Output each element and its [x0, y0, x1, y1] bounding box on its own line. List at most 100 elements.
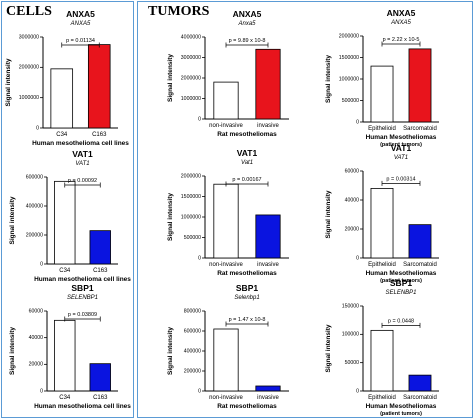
- x-axis-sublabel: (patient tumors): [380, 142, 422, 148]
- bar: [370, 329, 394, 392]
- y-tick-label: 0: [36, 125, 39, 131]
- bar: [213, 81, 239, 120]
- x-axis-sublabel: (patient tumors): [380, 411, 422, 417]
- y-axis-label: Signal intensity: [167, 54, 174, 102]
- chart-title: SBP1: [71, 283, 93, 293]
- tumors-panel-frame: [137, 1, 473, 418]
- chart-title: SBP1: [390, 278, 412, 288]
- y-tick-label: 60000: [29, 308, 44, 314]
- x-tick-label: non-invasive: [209, 395, 243, 401]
- y-tick-label: 40000: [345, 197, 360, 203]
- x-tick-label: C34: [56, 132, 68, 138]
- y-axis-label: Signal intensity: [9, 327, 16, 375]
- y-tick-label: 2000000: [181, 75, 201, 81]
- y-tick-label: 0: [198, 255, 201, 261]
- x-axis-label: Human Mesotheliomas: [366, 270, 437, 277]
- y-tick-label: 40000: [29, 335, 44, 341]
- bar: [408, 224, 432, 259]
- p-value-label: p = 0.00092: [68, 178, 97, 184]
- y-axis-label: Signal intensity: [5, 58, 12, 106]
- chart-title: VAT1: [237, 148, 258, 158]
- y-axis-label: Signal intensity: [325, 190, 332, 238]
- y-tick-label: 2000000: [19, 65, 39, 71]
- chart-subtitle: SELENBP1: [67, 295, 98, 301]
- x-axis-label: Human Mesotheliomas: [366, 134, 437, 141]
- x-axis-sublabel: (patient tumors): [380, 278, 422, 284]
- bar: [255, 48, 281, 120]
- bar: [255, 214, 281, 259]
- chart-subtitle: VAT1: [394, 155, 408, 161]
- x-tick-label: C163: [93, 268, 108, 274]
- bar: [87, 44, 111, 129]
- y-tick-label: 1500000: [339, 55, 359, 61]
- y-tick-label: 0: [198, 116, 201, 122]
- y-tick-label: 4000000: [181, 34, 201, 40]
- bar: [255, 385, 281, 392]
- cells-section-heading: CELLS: [6, 4, 52, 19]
- bar: [54, 180, 76, 265]
- x-tick-label: C34: [59, 268, 71, 274]
- bar: [89, 230, 111, 265]
- y-tick-label: 1500000: [181, 194, 201, 200]
- p-value-label: p = 0.01134: [66, 38, 95, 44]
- bar: [213, 328, 239, 392]
- y-tick-label: 3000000: [181, 55, 201, 61]
- x-tick-label: Epithelioid: [368, 126, 396, 132]
- y-tick-label: 1000000: [181, 96, 201, 102]
- bar: [408, 374, 432, 392]
- bar: [370, 65, 394, 123]
- bar: [213, 183, 239, 259]
- y-tick-label: 200000: [26, 232, 43, 238]
- y-tick-label: 1000000: [181, 214, 201, 220]
- bar: [408, 48, 432, 123]
- chart-subtitle: ANXA5: [70, 21, 91, 27]
- y-tick-label: 3000000: [19, 34, 39, 40]
- x-tick-label: Sarcomatoid: [403, 126, 437, 132]
- y-tick-label: 2000000: [181, 173, 201, 179]
- chart-title: ANXA5: [387, 8, 416, 18]
- y-axis-label: Signal intensity: [167, 327, 174, 375]
- y-tick-label: 600000: [26, 174, 43, 180]
- p-value-label: p = 2.22 x 10-5: [383, 37, 420, 43]
- y-tick-label: 20000: [345, 226, 360, 232]
- y-tick-label: 60000: [345, 168, 360, 174]
- y-tick-label: 500000: [342, 98, 359, 104]
- x-tick-label: C34: [59, 395, 71, 401]
- chart-subtitle: Anxa5: [237, 21, 256, 27]
- y-tick-label: 1000000: [339, 76, 359, 82]
- chart-subtitle: SELENBP1: [385, 290, 416, 296]
- x-tick-label: Sarcomatoid: [403, 395, 437, 401]
- x-axis-label: Human Mesotheliomas: [366, 403, 437, 410]
- x-tick-label: invasive: [257, 123, 279, 129]
- chart-title: VAT1: [391, 143, 412, 153]
- y-axis-label: Signal intensity: [325, 324, 332, 372]
- y-tick-label: 0: [198, 388, 201, 394]
- bar: [50, 68, 74, 129]
- p-value-label: p = 1.47 x 10-8: [229, 317, 266, 323]
- chart-title: ANXA5: [66, 9, 95, 19]
- x-axis-label: Human mesothelioma cell lines: [34, 276, 131, 283]
- chart-title: SBP1: [236, 283, 258, 293]
- y-tick-label: 0: [356, 388, 359, 394]
- y-tick-label: 600000: [184, 328, 201, 334]
- y-tick-label: 100000: [342, 332, 359, 338]
- y-tick-label: 1000000: [19, 95, 39, 101]
- y-tick-label: 200000: [184, 368, 201, 374]
- y-tick-label: 50000: [345, 360, 360, 366]
- x-axis-label: Human mesothelioma cell lines: [32, 140, 129, 147]
- y-tick-label: 500000: [184, 235, 201, 241]
- y-tick-label: 2000000: [339, 33, 359, 39]
- chart-title: ANXA5: [233, 9, 262, 19]
- y-axis-label: Signal intensity: [9, 196, 16, 244]
- p-value-label: p = 0.00167: [232, 177, 261, 183]
- p-value-label: p = 0.0448: [388, 318, 414, 324]
- tumors-section-heading: TUMORS: [148, 4, 210, 19]
- chart-subtitle: Selenbp1: [234, 295, 259, 301]
- bar: [54, 319, 76, 392]
- x-tick-label: C163: [93, 395, 108, 401]
- x-tick-label: C163: [92, 132, 107, 138]
- y-tick-label: 0: [356, 255, 359, 261]
- x-tick-label: Sarcomatoid: [403, 262, 437, 268]
- chart-subtitle: ANXA5: [390, 20, 411, 26]
- x-tick-label: Epithelioid: [368, 262, 396, 268]
